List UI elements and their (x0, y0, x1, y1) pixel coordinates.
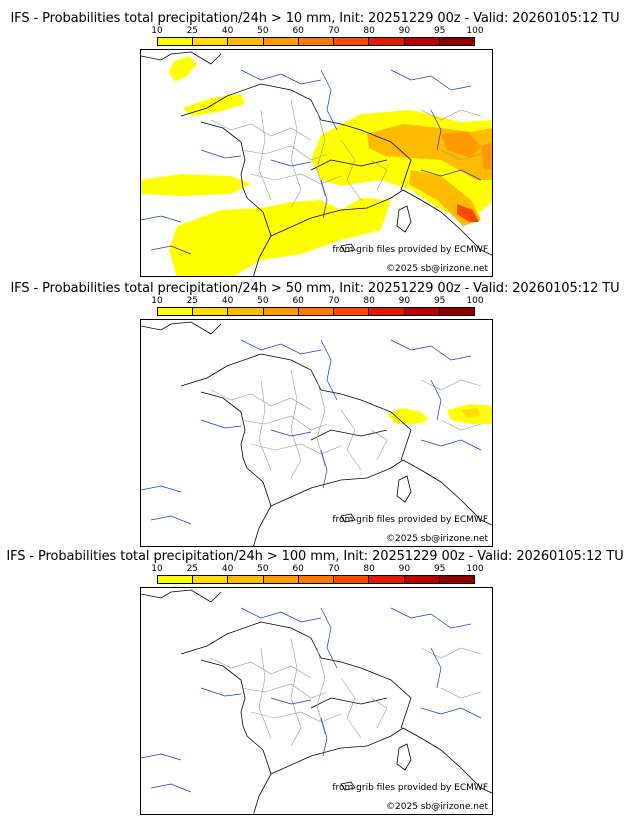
colorbar-tick: 90 (398, 296, 411, 306)
colorbar-tick: 60 (292, 296, 304, 306)
colorbar-ticks: 10 25 40 50 60 70 80 90 95 100 (151, 296, 483, 306)
colorbar-segment (158, 38, 194, 45)
colorbar-segment (298, 308, 335, 315)
coastline (141, 51, 492, 276)
colorbar-tick: 90 (398, 26, 411, 36)
colorbar-segment (404, 38, 440, 45)
colorbar (157, 575, 475, 584)
colorbar-tick: 80 (363, 564, 375, 574)
colorbar-tick: 40 (221, 564, 234, 574)
colorbar-tick: 60 (292, 564, 304, 574)
precip-field (141, 56, 492, 276)
rivers (141, 339, 482, 525)
colorbar-tick: 95 (433, 296, 446, 306)
map-canvas (141, 321, 492, 546)
map-canvas (141, 51, 492, 276)
colorbar-segment (334, 38, 370, 45)
site-credit: ©2025 sb@irizone.net (386, 264, 488, 274)
colorbar-tick: 50 (257, 26, 269, 36)
colorbar-segment (263, 308, 299, 315)
colorbar-segment (334, 576, 370, 583)
colorbar-tick: 25 (186, 564, 199, 574)
colorbar-tick: 40 (221, 296, 234, 306)
coastline (141, 589, 492, 814)
colorbar (157, 37, 475, 46)
colorbar-tick: 70 (328, 26, 340, 36)
colorbar-segment (158, 308, 194, 315)
colorbar-segment (298, 38, 335, 45)
site-credit: ©2025 sb@irizone.net (386, 534, 488, 544)
colorbar-tick: 95 (433, 26, 446, 36)
colorbar-segment (228, 576, 264, 583)
colorbar-segment (263, 576, 299, 583)
colorbar-tick: 95 (433, 564, 446, 574)
precip-map: from grib files provided by ECMWF ©2025 … (140, 319, 493, 547)
site-credit: ©2025 sb@irizone.net (386, 802, 488, 812)
colorbar-tick: 100 (466, 296, 484, 306)
colorbar-tick: 40 (221, 26, 234, 36)
grib-credit: from grib files provided by ECMWF (332, 245, 488, 255)
colorbar-tick: 100 (466, 26, 484, 36)
colorbar-ticks: 10 25 40 50 60 70 80 90 95 100 (151, 26, 483, 36)
rivers (141, 69, 482, 255)
region-borders (210, 369, 482, 479)
colorbar-tick: 25 (186, 26, 199, 36)
colorbar-segment (298, 576, 335, 583)
colorbar-tick: 70 (328, 296, 340, 306)
panel-10mm: IFS - Probabilities total precipitation/… (0, 0, 630, 277)
precip-map: from grib files provided by ECMWF ©2025 … (140, 587, 493, 815)
colorbar-segment (228, 38, 264, 45)
colorbar-tick: 50 (257, 564, 269, 574)
rivers (141, 607, 482, 793)
colorbar-segment (193, 38, 229, 45)
colorbar-tick: 90 (398, 564, 411, 574)
precip-field (387, 404, 492, 424)
colorbar-segment (263, 38, 299, 45)
colorbar-segment (404, 576, 440, 583)
colorbar-tick: 25 (186, 296, 199, 306)
panel-title: IFS - Probabilities total precipitation/… (10, 281, 620, 296)
grib-credit: from grib files provided by ECMWF (332, 515, 488, 525)
colorbar-tick: 100 (466, 564, 484, 574)
region-borders (210, 637, 482, 747)
colorbar-segment (228, 308, 264, 315)
colorbar-segment (193, 576, 229, 583)
grib-credit: from grib files provided by ECMWF (332, 783, 488, 793)
colorbar-ticks: 10 25 40 50 60 70 80 90 95 100 (151, 564, 483, 574)
colorbar-segment (439, 38, 474, 45)
colorbar-segment (369, 38, 405, 45)
colorbar (157, 307, 475, 316)
panel-50mm: IFS - Probabilities total precipitation/… (0, 270, 630, 547)
colorbar-tick: 70 (328, 564, 340, 574)
colorbar-segment (193, 308, 229, 315)
colorbar-segment (369, 576, 405, 583)
colorbar-segment (439, 576, 474, 583)
colorbar-tick: 80 (363, 296, 375, 306)
panel-title: IFS - Probabilities total precipitation/… (10, 11, 620, 26)
colorbar-segment (439, 308, 474, 315)
colorbar-tick: 80 (363, 26, 375, 36)
colorbar-tick: 10 (151, 296, 163, 306)
panel-title: IFS - Probabilities total precipitation/… (6, 549, 624, 564)
colorbar-segment (158, 576, 194, 583)
colorbar-segment (369, 308, 405, 315)
colorbar-segment (404, 308, 440, 315)
coastline (141, 321, 492, 546)
colorbar-tick: 10 (151, 26, 163, 36)
colorbar-tick: 10 (151, 564, 163, 574)
colorbar-tick: 50 (257, 296, 269, 306)
precip-map: from grib files provided by ECMWF ©2025 … (140, 49, 493, 277)
colorbar-segment (334, 308, 370, 315)
colorbar-tick: 60 (292, 26, 304, 36)
map-canvas (141, 589, 492, 814)
region-borders (210, 99, 482, 209)
panel-100mm: IFS - Probabilities total precipitation/… (0, 538, 630, 815)
